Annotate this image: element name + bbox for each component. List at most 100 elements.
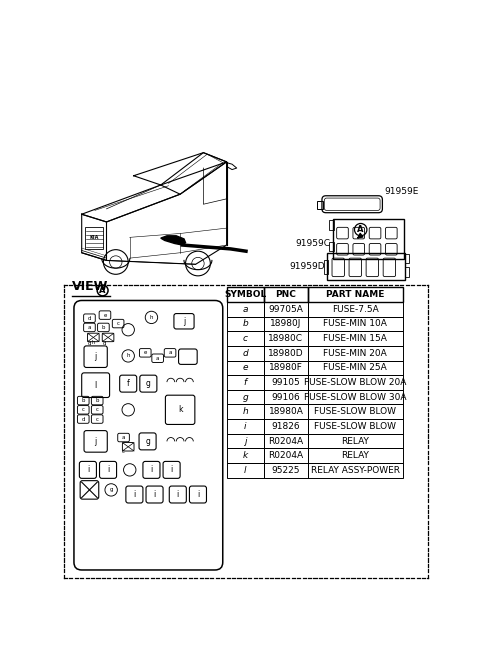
Text: a: a [156,356,159,361]
Text: d: d [88,341,91,346]
Bar [264,317,308,331]
Text: d: d [102,341,106,346]
Text: f: f [127,379,130,388]
Text: j: j [95,437,97,446]
Bar [227,434,264,448]
Text: a: a [88,325,91,330]
Bar [227,405,264,419]
Text: b: b [102,325,105,330]
Text: SYMBOL: SYMBOL [224,290,266,299]
Bar [405,253,409,263]
Bar [264,434,308,448]
Text: 91959E: 91959E [384,188,419,196]
Text: i: i [244,422,246,431]
Bar [227,361,264,375]
Text: h: h [242,407,248,417]
Text: FUSE-7.5A: FUSE-7.5A [332,305,379,314]
Bar [227,375,264,390]
Text: j: j [95,352,97,361]
Bar [405,268,409,277]
Bar [264,448,308,463]
Bar [227,317,264,331]
Text: a: a [122,435,125,440]
Text: e: e [103,313,107,318]
Text: 91959D: 91959D [289,262,325,271]
Text: RELAY: RELAY [341,451,369,460]
Text: j: j [244,436,246,445]
Text: 18980J: 18980J [270,319,301,329]
Text: i: i [154,490,156,499]
Text: FUSE-SLOW BLOW 20A: FUSE-SLOW BLOW 20A [304,378,407,387]
Text: d: d [88,316,91,321]
Text: i: i [197,490,199,499]
Bar [264,361,308,375]
Bar [308,390,403,405]
Bar [264,331,308,346]
Text: d: d [82,417,85,422]
Text: i: i [150,465,153,474]
Text: j: j [183,317,185,326]
Text: FUSE-SLOW BLOW: FUSE-SLOW BLOW [314,407,396,417]
Text: c: c [122,449,125,454]
Bar [308,317,403,331]
Bar [329,242,334,251]
Text: i: i [133,490,135,499]
Text: R0204A: R0204A [268,451,303,460]
Text: b: b [242,319,248,329]
Bar [308,287,403,302]
Text: 18980D: 18980D [268,349,304,358]
Text: A: A [358,225,364,234]
Bar [308,448,403,463]
Text: c: c [117,321,120,326]
Bar [264,405,308,419]
Text: i: i [107,465,109,474]
Bar [227,390,264,405]
Bar [333,219,404,259]
Bar [264,463,308,478]
Bar [264,346,308,361]
Text: i: i [177,490,179,499]
Text: g: g [145,437,150,446]
Text: FUSE-SLOW BLOW: FUSE-SLOW BLOW [314,422,396,431]
Text: c: c [96,417,99,422]
Text: f: f [244,378,247,387]
Text: b: b [82,398,85,403]
Text: a: a [168,350,172,356]
Text: 91826: 91826 [272,422,300,431]
Bar [227,302,264,317]
Text: 99106: 99106 [272,392,300,401]
Text: c: c [96,407,99,413]
Bar [85,228,103,249]
Text: VIEW: VIEW [72,279,109,293]
Bar [264,419,308,434]
Text: PNC: PNC [276,290,296,299]
Text: 99705A: 99705A [268,305,303,314]
Text: 99105: 99105 [272,378,300,387]
Text: g: g [242,392,248,401]
Text: e: e [242,363,248,373]
Bar [308,463,403,478]
Text: i: i [170,465,173,474]
Text: RELAY ASSY-POWER: RELAY ASSY-POWER [311,466,400,475]
Bar [227,346,264,361]
Text: g: g [146,379,151,388]
Bar [227,419,264,434]
Bar [308,346,403,361]
Text: k: k [178,405,182,415]
Text: c: c [243,334,248,343]
Bar [227,448,264,463]
Text: FUSE-MIN 25A: FUSE-MIN 25A [324,363,387,373]
Bar [227,463,264,478]
Text: FUSE-MIN 10A: FUSE-MIN 10A [324,319,387,329]
Bar [264,390,308,405]
Text: 95225: 95225 [272,466,300,475]
Text: l: l [244,466,246,475]
Text: FUSE-SLOW BLOW 30A: FUSE-SLOW BLOW 30A [304,392,407,401]
Text: b: b [96,398,99,403]
Text: R0204A: R0204A [268,436,303,445]
Polygon shape [161,236,186,245]
Text: A: A [99,286,106,295]
Text: PART NAME: PART NAME [326,290,384,299]
Bar [308,361,403,375]
Text: 18980C: 18980C [268,334,303,343]
